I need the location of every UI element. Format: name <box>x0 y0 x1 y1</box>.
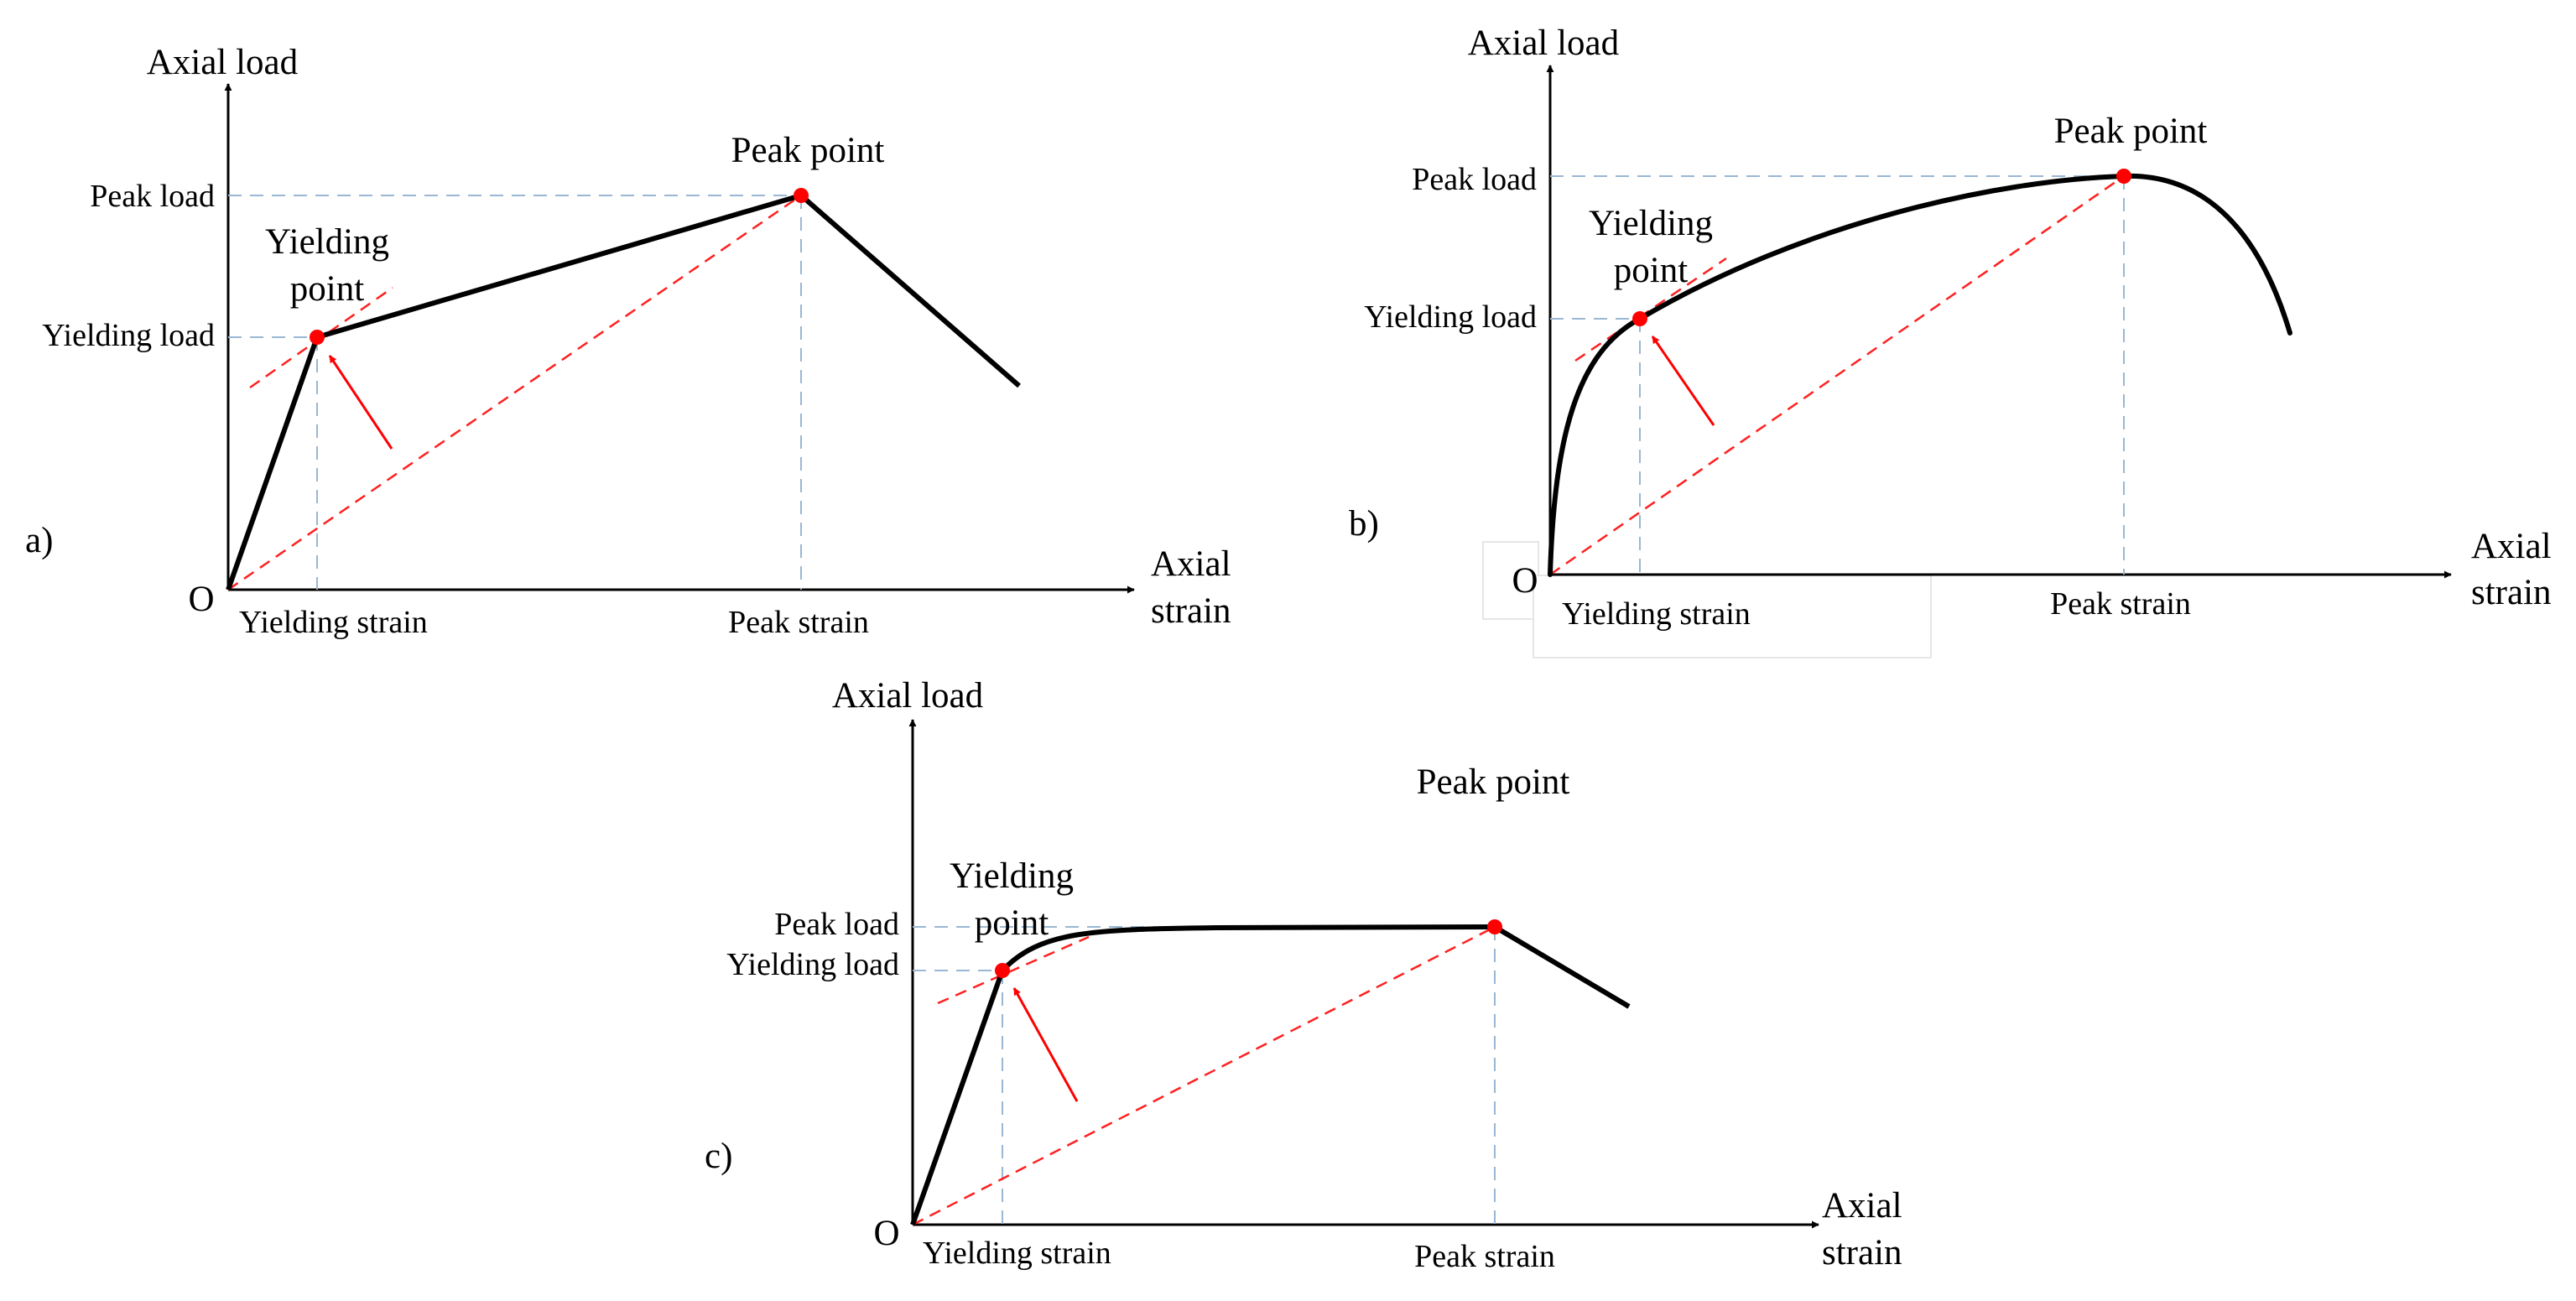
peak-point-label: Peak point <box>1417 762 1570 802</box>
yielding-indicator-arrow <box>328 355 393 450</box>
peak-load-label: Peak load <box>1412 162 1537 197</box>
yielding-point-label-line1: Yielding <box>950 856 1074 896</box>
panel-tag: a) <box>25 521 53 560</box>
peak-point-label: Peak point <box>731 131 885 170</box>
yielding-point-label-line2: point <box>1614 251 1688 290</box>
x-axis-label-line1: Axial <box>1822 1186 1902 1226</box>
peak-strain-label: Peak strain <box>2050 586 2191 622</box>
origin-label: O <box>1512 561 1538 601</box>
x-axis-label-line2: strain <box>1822 1233 1902 1272</box>
peak-point-label: Peak point <box>2054 112 2208 151</box>
x-axis-label-line2: strain <box>2471 573 2552 612</box>
secant-line <box>1549 174 2125 576</box>
panel-tag: c) <box>705 1137 732 1176</box>
tangent-line <box>937 935 1090 1005</box>
y-axis-label: Axial load <box>832 676 983 716</box>
tangent-line <box>1574 257 1727 362</box>
yielding-load-label: Yielding load <box>1364 299 1537 335</box>
x-axis-label-line1: Axial <box>2471 527 2552 566</box>
yielding-point-label-line2: point <box>290 269 364 309</box>
peak-strain-label: Peak strain <box>728 605 869 640</box>
x-axis-label-line2: strain <box>1151 591 1231 631</box>
peak-load-label: Peak load <box>90 179 215 214</box>
yielding-point-label-line1: Yielding <box>265 222 389 262</box>
peak-load-label: Peak load <box>774 907 899 942</box>
panel-b: Axial load Axial strain Peak load Yieldi… <box>1349 23 2552 658</box>
yielding-strain-label: Yielding strain <box>239 605 428 640</box>
panel-a: Axial load Axial strain Peak load Yieldi… <box>25 43 1231 640</box>
panel-c: Axial load Axial strain Peak load Yieldi… <box>705 676 1902 1274</box>
origin-label: O <box>873 1214 899 1253</box>
load-strain-curve <box>226 193 1021 591</box>
yielding-strain-label: Yielding strain <box>1562 596 1751 632</box>
panel-tag: b) <box>1349 504 1379 544</box>
y-axis-label: Axial load <box>147 43 298 82</box>
peak-point-marker <box>1487 919 1502 934</box>
origin-label: O <box>188 580 214 619</box>
yielding-indicator-arrow <box>1012 987 1079 1102</box>
load-strain-curve <box>910 924 1631 1226</box>
secant-line <box>912 925 1496 1226</box>
peak-point-marker <box>2116 169 2131 184</box>
y-axis-label: Axial load <box>1468 23 1619 63</box>
yielding-load-label: Yielding load <box>726 947 899 982</box>
yielding-point-label-line1: Yielding <box>1589 204 1713 243</box>
yielding-point-marker <box>995 963 1010 978</box>
x-axis-label-line1: Axial <box>1151 544 1231 584</box>
yielding-indicator-arrow <box>1651 336 1715 426</box>
secant-line <box>227 194 802 591</box>
peak-strain-label: Peak strain <box>1414 1239 1555 1274</box>
yielding-point-label-line2: point <box>975 903 1049 943</box>
yielding-strain-label: Yielding strain <box>923 1236 1111 1271</box>
background-box <box>1482 541 1539 620</box>
background-box <box>1533 575 1932 658</box>
peak-point-marker <box>794 188 809 203</box>
load-strain-curve <box>1548 173 2292 577</box>
yielding-point-marker <box>1632 311 1647 326</box>
yielding-point-marker <box>310 330 325 345</box>
yielding-load-label: Yielding load <box>42 318 215 353</box>
